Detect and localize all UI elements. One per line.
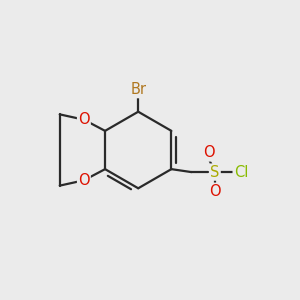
Text: O: O (203, 146, 215, 160)
Text: O: O (78, 173, 90, 188)
Text: Cl: Cl (234, 165, 248, 180)
Text: Br: Br (130, 82, 146, 97)
Text: O: O (209, 184, 221, 199)
Text: O: O (78, 112, 90, 127)
Text: S: S (210, 165, 220, 180)
